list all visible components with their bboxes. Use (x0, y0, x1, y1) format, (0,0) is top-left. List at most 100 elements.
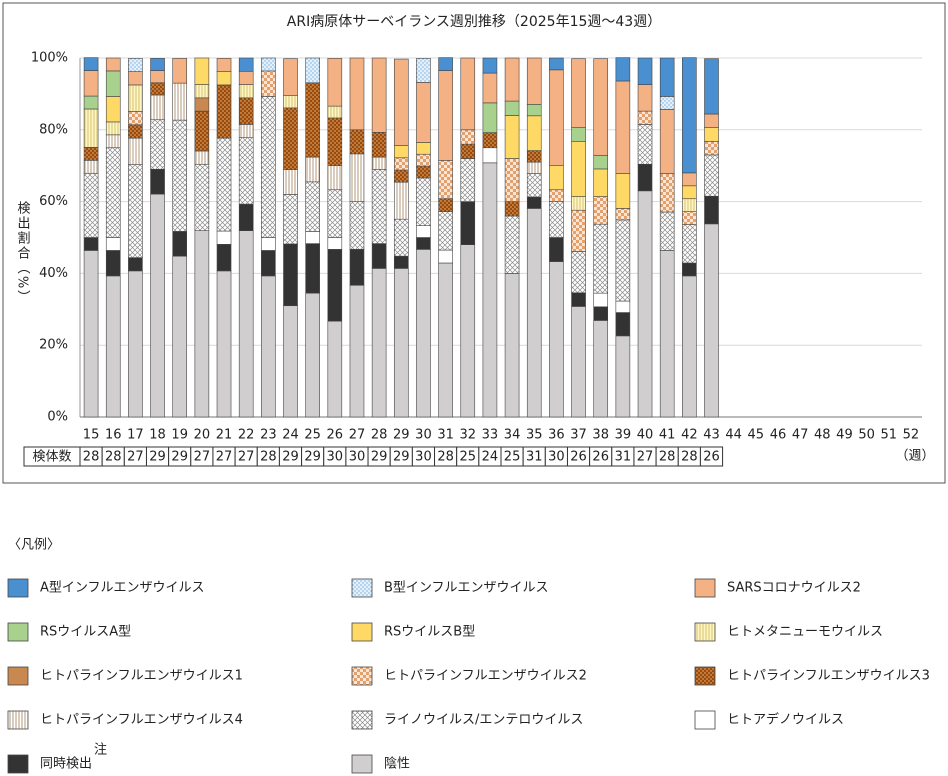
y-tick-label: 20% (39, 338, 68, 353)
x-tick-label: 28 (371, 428, 388, 443)
bar-segment (704, 58, 719, 115)
bar-segment (416, 82, 431, 143)
sample-size: 26 (592, 450, 609, 465)
bar-segment (438, 160, 453, 200)
bar-segment (150, 82, 165, 96)
bar-segment (172, 119, 188, 232)
bar-segment (105, 121, 121, 136)
legend-title: 〈凡例〉 (8, 538, 60, 553)
bar-segment (105, 275, 121, 418)
sample-size: 27 (238, 450, 255, 465)
x-tick-label: 47 (792, 428, 809, 443)
bar-segment (128, 58, 143, 72)
bar-segment (327, 165, 343, 191)
x-tick-label: 30 (415, 428, 432, 443)
bar-segment (593, 58, 609, 156)
bar-segment (659, 57, 675, 97)
bar-segment (682, 262, 697, 277)
x-tick-label: 45 (748, 428, 765, 443)
bar-segment (305, 231, 320, 244)
bar-segment (216, 84, 232, 139)
legend-swatch (7, 666, 29, 686)
x-tick-label: 35 (526, 428, 543, 443)
x-tick-label: 39 (615, 428, 632, 443)
y-axis-label: 検出割合（%） (15, 201, 31, 305)
x-tick-label: 23 (260, 428, 277, 443)
sample-size: 28 (681, 450, 698, 465)
bar-segment (327, 249, 343, 322)
legend-label: RSウイルスA型 (40, 625, 131, 640)
sample-size: 30 (349, 450, 366, 465)
bar-segment (593, 154, 609, 170)
bar-segment (482, 147, 498, 164)
bar-segment (128, 257, 143, 272)
bar-segment (482, 162, 498, 418)
bar-segment (83, 237, 99, 251)
x-tick-label: 21 (216, 428, 233, 443)
bar-segment (526, 115, 542, 151)
y-tick-label: 60% (39, 194, 68, 209)
bar-segment (238, 70, 254, 85)
bar-segment (659, 109, 675, 174)
bar-segment (637, 110, 653, 125)
bar-segment (83, 160, 99, 174)
bar-segment (105, 237, 121, 251)
bar-segment (393, 58, 409, 146)
bar-segment (549, 261, 564, 418)
bar-segment (261, 96, 276, 238)
x-tick-label: 15 (83, 428, 100, 443)
legend-label: B型インフルエンザウイルス (384, 581, 549, 596)
bar-segment (327, 237, 343, 250)
sample-size: 27 (194, 450, 211, 465)
sample-size: 28 (105, 450, 122, 465)
bar-segment (105, 147, 121, 238)
bar-segment (438, 262, 453, 418)
bar-segment (438, 198, 453, 212)
bar-segment (549, 201, 564, 238)
bar-segment (549, 57, 564, 71)
bar-segment (526, 161, 542, 174)
legend-label: ヒトパラインフルエンザウイルス3 (727, 669, 930, 684)
x-tick-label: 41 (659, 428, 676, 443)
sample-size: 29 (171, 450, 188, 465)
bar-segment (83, 95, 99, 110)
sample-size: 25 (504, 450, 521, 465)
bar-segment (571, 140, 586, 197)
table-cell (699, 446, 724, 467)
bar-segment (150, 58, 165, 71)
bar-segment (615, 335, 631, 418)
bar-segment (83, 172, 99, 238)
sample-size: 27 (127, 450, 144, 465)
bar-segment (349, 249, 365, 286)
x-tick-label: 19 (171, 428, 188, 443)
sample-size: 27 (637, 450, 654, 465)
bar-segment (128, 111, 143, 126)
bar-segment (128, 137, 143, 165)
sample-size: 30 (548, 450, 565, 465)
legend-note: 注 (94, 743, 107, 758)
legend-swatch (351, 754, 373, 774)
bar-segment (283, 169, 298, 195)
bar-segment (349, 153, 365, 202)
legend-swatch (694, 622, 716, 642)
legend-swatch (694, 710, 716, 730)
legend-swatch (7, 578, 29, 598)
x-axis-label: （週） (895, 449, 934, 464)
bar-segment (682, 185, 697, 200)
bar-segment (438, 57, 453, 71)
bar-segment (615, 300, 631, 313)
bar-segment (504, 100, 520, 116)
bar-segment (327, 320, 343, 418)
bar-segment (238, 137, 254, 205)
bar-segment (283, 305, 298, 418)
bar-segment (549, 237, 564, 262)
bar-segment (571, 251, 586, 294)
bar-segment (615, 80, 631, 174)
bar-segment (571, 292, 586, 307)
sample-size: 31 (526, 450, 543, 465)
sample-size: 29 (149, 450, 166, 465)
bar-segment (593, 292, 609, 308)
bar-segment (704, 113, 719, 128)
bar-segment (416, 249, 431, 418)
